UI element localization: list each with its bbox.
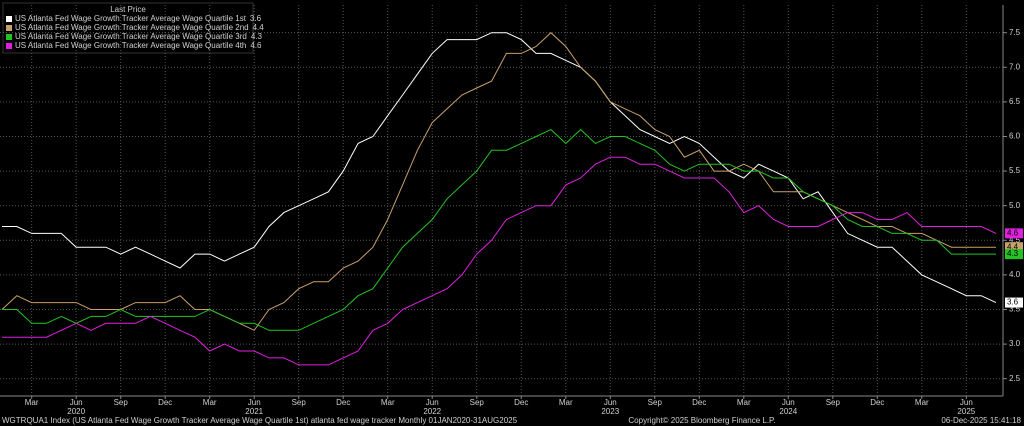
x-tick-label: Mar <box>559 398 573 407</box>
x-tick-label: Jun <box>960 398 973 407</box>
x-year-label: 2020 <box>67 407 85 416</box>
legend-label: US Atlanta Fed Wage Growth Tracker Avera… <box>15 41 246 50</box>
footer-right: 06-Dec-2025 15:41:18 <box>941 416 1021 425</box>
x-year-label: 2024 <box>779 407 797 416</box>
y-tick-label: 3.5 <box>1009 305 1021 314</box>
x-tick-label: Jun <box>426 398 439 407</box>
x-tick-label: Dec <box>870 398 884 407</box>
y-tick-label: 2.5 <box>1009 374 1021 383</box>
last-value-tag <box>1005 242 1023 253</box>
x-tick-label: Jun <box>70 398 83 407</box>
legend-value: 4.4 <box>253 23 265 32</box>
legend-swatch <box>6 25 12 31</box>
footer-center: Copyright© 2025 Bloomberg Finance L.P. <box>628 416 775 425</box>
last-value-label: 4.3 <box>1007 249 1019 258</box>
y-tick-label: 4.5 <box>1009 235 1021 244</box>
last-value-label: 4.4 <box>1007 242 1019 251</box>
legend-label: US Atlanta Fed Wage Growth Tracker Avera… <box>15 32 247 41</box>
last-value-tag <box>1005 297 1023 308</box>
legend-swatch <box>6 34 12 40</box>
x-year-label: 2025 <box>957 407 975 416</box>
x-tick-label: Jun <box>248 398 261 407</box>
legend-swatch <box>6 43 12 49</box>
legend-value: 4.6 <box>250 41 262 50</box>
legend-swatch <box>6 16 12 22</box>
last-value-tag <box>1005 228 1023 239</box>
legend-value: 3.6 <box>250 14 262 23</box>
x-tick-label: Jun <box>604 398 617 407</box>
legend-box <box>2 2 254 54</box>
legend-label: US Atlanta Fed Wage Growth Tracker Avera… <box>15 23 249 32</box>
x-tick-label: Dec <box>514 398 528 407</box>
x-tick-label: Sep <box>826 398 841 407</box>
x-year-label: 2023 <box>601 407 619 416</box>
legend-title: Last Price <box>110 5 146 14</box>
x-tick-label: Mar <box>737 398 751 407</box>
footer-left: WGTRQUA1 Index (US Atlanta Fed Wage Grow… <box>2 416 518 425</box>
y-tick-label: 4.0 <box>1009 270 1021 279</box>
series-line <box>2 32 997 304</box>
series-line <box>2 128 996 331</box>
x-tick-label: Sep <box>114 398 129 407</box>
x-tick-label: Mar <box>25 398 39 407</box>
y-tick-label: 5.5 <box>1009 166 1021 175</box>
y-tick-label: 3.0 <box>1009 339 1021 348</box>
x-tick-label: Mar <box>203 398 217 407</box>
x-tick-label: Mar <box>915 398 929 407</box>
x-tick-label: Mar <box>381 398 395 407</box>
last-value-tag <box>1005 249 1023 260</box>
y-tick-label: 5.0 <box>1009 201 1021 210</box>
series-line <box>2 156 997 366</box>
last-value-label: 3.6 <box>1007 298 1019 307</box>
x-year-label: 2022 <box>423 407 441 416</box>
y-tick-label: 6.5 <box>1009 97 1021 106</box>
x-tick-label: Dec <box>692 398 706 407</box>
x-tick-label: Jun <box>782 398 795 407</box>
y-tick-label: 7.0 <box>1009 62 1021 71</box>
x-tick-label: Sep <box>292 398 307 407</box>
x-tick-label: Sep <box>648 398 663 407</box>
x-tick-label: Dec <box>158 398 172 407</box>
legend-label: US Atlanta Fed Wage Growth Tracker Avera… <box>15 14 247 23</box>
legend-value: 4.3 <box>251 32 263 41</box>
x-tick-label: Sep <box>470 398 485 407</box>
x-year-label: 2021 <box>245 407 263 416</box>
y-tick-label: 6.0 <box>1009 132 1021 141</box>
y-tick-label: 7.5 <box>1009 28 1021 37</box>
x-tick-label: Dec <box>336 398 350 407</box>
last-value-label: 4.6 <box>1007 228 1019 237</box>
